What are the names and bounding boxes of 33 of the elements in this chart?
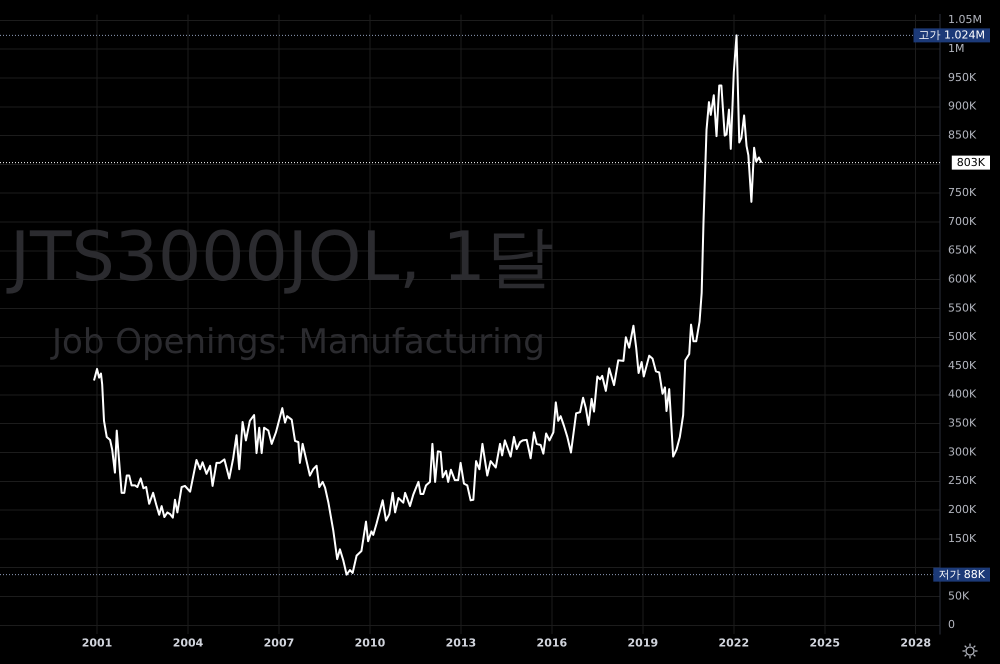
x-tick-label: 2016 <box>536 636 568 650</box>
y-tick-label: 1.05M <box>948 13 982 26</box>
x-tick-label: 2010 <box>354 636 386 650</box>
x-tick-label: 2007 <box>264 636 294 650</box>
y-tick-label: 150K <box>948 532 977 545</box>
y-tick-label: 250K <box>948 474 977 488</box>
x-tick-label: 2001 <box>82 636 112 650</box>
x-tick-label: 2004 <box>172 636 204 650</box>
ref-line-label: 803K <box>956 156 986 170</box>
y-tick-label: 550K <box>948 301 977 314</box>
y-tick-label: 300K <box>948 445 977 458</box>
y-tick-label: 850K <box>948 128 977 142</box>
y-tick-label: 650K <box>948 244 977 257</box>
y-tick-label: 200K <box>948 502 977 516</box>
y-tick-label: 350K <box>948 416 977 430</box>
y-tick-label: 750K <box>948 186 977 200</box>
y-tick-label: 50K <box>948 589 970 602</box>
y-tick-label: 1M <box>948 42 964 56</box>
ref-line-label: 고가 1.024M <box>918 28 986 42</box>
x-tick-label: 2019 <box>628 636 658 650</box>
y-tick-label: 700K <box>948 214 977 228</box>
y-tick-label: 500K <box>948 330 977 344</box>
x-tick-label: 2025 <box>809 636 840 650</box>
x-tick-label: 2022 <box>718 636 750 650</box>
y-tick-label: 450K <box>948 358 977 372</box>
x-tick-label: 2013 <box>446 636 476 650</box>
ref-line-label: 저가 88K <box>938 568 986 582</box>
y-tick-label: 0 <box>948 618 955 632</box>
y-tick-label: 950K <box>948 70 977 84</box>
y-tick-label: 900K <box>948 100 977 113</box>
x-tick-label: 2028 <box>900 636 932 650</box>
y-tick-label: 400K <box>948 388 977 401</box>
y-tick-label: 600K <box>948 272 977 286</box>
